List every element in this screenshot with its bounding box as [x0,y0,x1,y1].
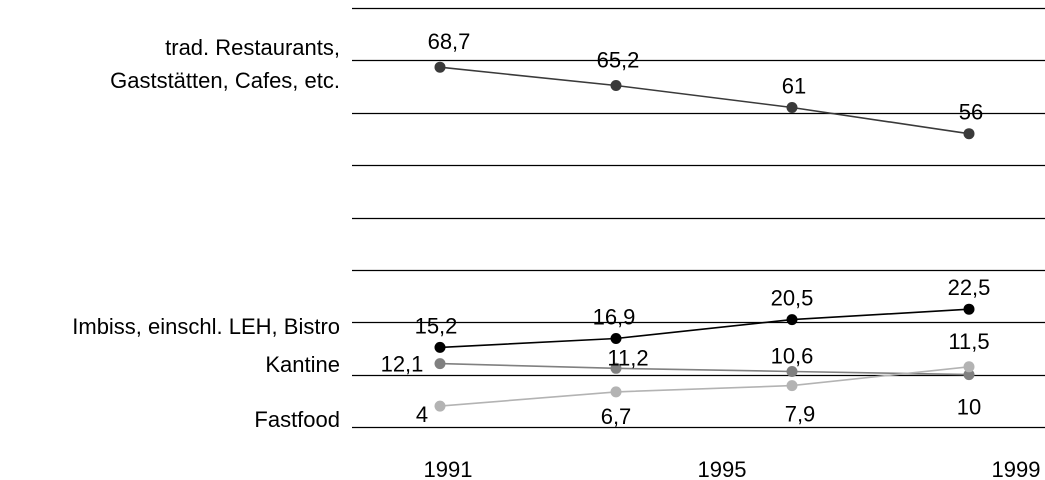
series-labels: trad. Restaurants, Gaststätten, Cafes, et… [72,35,340,432]
data-point [610,333,622,344]
data-label: 10,6 [771,344,814,369]
data-label: 4 [416,402,428,427]
data-label: 16,9 [593,305,636,330]
data-label: 6,7 [601,404,632,429]
series-line [439,66,970,135]
data-point [434,341,446,353]
data-point [963,128,975,140]
gridlines [352,7,1045,429]
data-point [963,361,975,373]
x-tick-label: 1991 [424,457,473,480]
series-line [439,362,970,376]
data-label: 11,2 [607,345,648,370]
data-point [786,314,798,326]
data-label: 61 [782,74,806,99]
series-label: Imbiss, einschl. LEH, Bistro [72,314,340,339]
series-points [434,61,975,412]
data-label: 22,5 [948,275,991,300]
data-point [963,303,975,315]
data-point [434,358,446,370]
data-label: 68,7 [428,29,471,54]
series-lines [439,66,970,407]
data-label: 56 [959,100,983,125]
data-labels: 68,7 65,2 61 56 15,2 16,9 20,5 22,5 12,1 11,2 10,6… [381,29,991,429]
data-label: 7,9 [785,402,816,427]
data-label: 12,1 [381,352,424,377]
data-point [786,366,798,377]
series-line [439,308,970,349]
series-label: Gaststätten, Cafes, etc. [110,68,340,93]
series-label: Kantine [265,352,340,377]
data-label: 11,5 [948,329,989,354]
data-point [610,80,622,91]
data-point [434,400,446,412]
series-label: trad. Restaurants, [165,35,340,60]
data-point [963,369,975,381]
data-point [786,102,798,113]
data-label: 65,2 [597,48,640,73]
data-label: 10 [957,395,981,420]
data-label: 20,5 [771,286,814,311]
data-point [610,362,622,374]
data-point [610,386,622,398]
x-axis-tick-labels: 1991 1995 1999 [424,457,1041,480]
x-tick-label: 1995 [698,457,747,480]
data-point [434,61,446,73]
x-tick-label: 1999 [992,457,1041,480]
series-line [439,366,970,407]
data-label: 15,2 [415,313,458,338]
series-label: Fastfood [254,407,340,432]
data-point [786,380,798,392]
